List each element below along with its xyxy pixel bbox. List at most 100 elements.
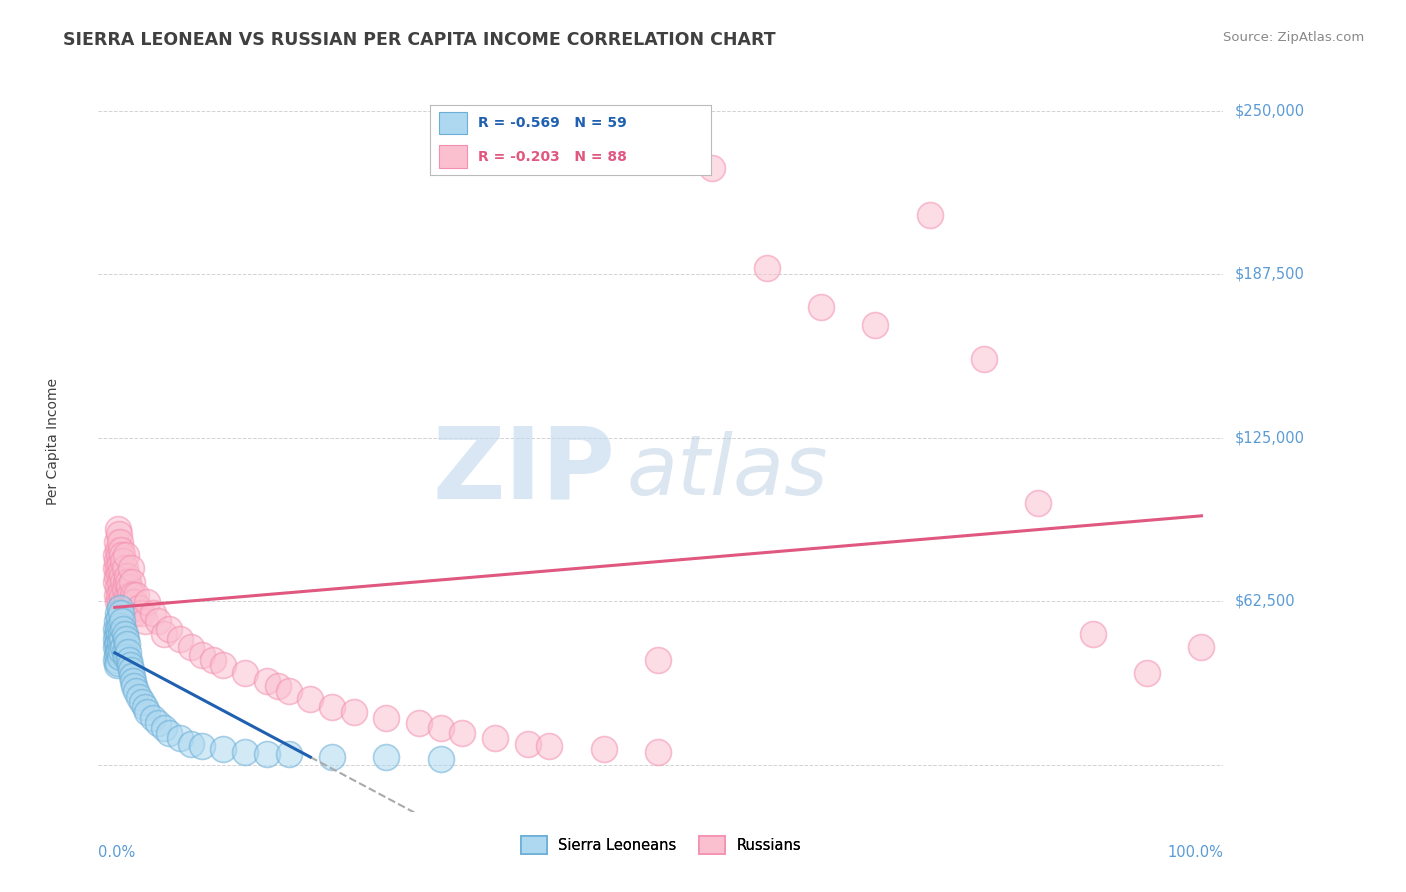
Point bbox=[375, 749, 398, 764]
Point bbox=[114, 582, 136, 597]
Text: $187,500: $187,500 bbox=[1234, 267, 1305, 282]
Point bbox=[114, 645, 136, 659]
Point bbox=[1028, 496, 1050, 510]
Point bbox=[1081, 627, 1104, 641]
Point bbox=[115, 637, 138, 651]
Text: $125,000: $125,000 bbox=[1234, 430, 1305, 445]
Point bbox=[118, 580, 141, 594]
Point bbox=[114, 561, 136, 575]
Point bbox=[105, 569, 128, 583]
Point bbox=[120, 595, 142, 609]
Point bbox=[321, 700, 343, 714]
Point bbox=[233, 666, 256, 681]
Point bbox=[152, 627, 174, 641]
Point bbox=[110, 627, 132, 641]
Point bbox=[105, 648, 128, 662]
Point bbox=[118, 658, 141, 673]
Point bbox=[124, 595, 146, 609]
Text: $250,000: $250,000 bbox=[1234, 103, 1305, 118]
Point bbox=[115, 569, 138, 583]
Point bbox=[142, 606, 165, 620]
Point bbox=[107, 522, 129, 536]
Point bbox=[114, 549, 136, 563]
Point bbox=[112, 640, 135, 654]
Point bbox=[277, 747, 299, 761]
Point bbox=[157, 726, 180, 740]
Point bbox=[451, 726, 474, 740]
Point bbox=[107, 606, 129, 620]
Point bbox=[111, 591, 134, 605]
Point bbox=[136, 706, 159, 720]
Point bbox=[110, 606, 132, 620]
Point bbox=[810, 300, 832, 314]
Point bbox=[110, 585, 132, 599]
Point bbox=[121, 574, 143, 589]
Point bbox=[647, 745, 669, 759]
Point bbox=[538, 739, 561, 754]
Point bbox=[134, 614, 156, 628]
Point bbox=[118, 588, 141, 602]
Point bbox=[277, 684, 299, 698]
Point bbox=[124, 679, 146, 693]
Point bbox=[105, 658, 128, 673]
Point bbox=[105, 614, 128, 628]
Point bbox=[1136, 666, 1159, 681]
Point bbox=[114, 627, 136, 641]
Point bbox=[112, 553, 135, 567]
Point bbox=[110, 564, 132, 578]
Point bbox=[321, 749, 343, 764]
Point bbox=[429, 721, 451, 735]
Point bbox=[114, 650, 136, 665]
Point bbox=[122, 673, 145, 688]
Point bbox=[201, 653, 224, 667]
Point bbox=[104, 653, 127, 667]
Point bbox=[112, 595, 135, 609]
Legend: Sierra Leoneans, Russians: Sierra Leoneans, Russians bbox=[515, 830, 807, 860]
Point bbox=[111, 614, 134, 628]
Point bbox=[1191, 640, 1213, 654]
Point bbox=[516, 737, 538, 751]
Point bbox=[107, 595, 129, 609]
Point bbox=[136, 595, 159, 609]
Text: $62,500: $62,500 bbox=[1234, 593, 1295, 608]
Point bbox=[148, 614, 170, 628]
Point bbox=[108, 549, 131, 563]
Point bbox=[148, 715, 170, 730]
Point bbox=[169, 731, 191, 746]
Point bbox=[124, 606, 146, 620]
Point bbox=[114, 574, 136, 589]
Point bbox=[212, 658, 235, 673]
Point bbox=[108, 595, 131, 609]
Point bbox=[104, 549, 127, 563]
Point bbox=[111, 569, 134, 583]
Point bbox=[865, 318, 887, 332]
Point bbox=[343, 706, 366, 720]
Point bbox=[104, 640, 127, 654]
Point bbox=[105, 535, 128, 549]
Point bbox=[125, 588, 148, 602]
Point bbox=[142, 710, 165, 724]
Point bbox=[128, 600, 150, 615]
Point bbox=[125, 684, 148, 698]
Point bbox=[104, 561, 127, 575]
Point bbox=[111, 632, 134, 646]
Point bbox=[110, 543, 132, 558]
Point bbox=[118, 600, 141, 615]
Text: 0.0%: 0.0% bbox=[98, 845, 135, 860]
Point bbox=[108, 627, 131, 641]
Point bbox=[118, 653, 141, 667]
Point bbox=[108, 634, 131, 648]
Point bbox=[256, 747, 278, 761]
Point bbox=[128, 690, 150, 704]
Point bbox=[117, 645, 139, 659]
Point bbox=[120, 664, 142, 678]
Text: atlas: atlas bbox=[627, 431, 828, 512]
Point bbox=[190, 739, 212, 754]
Point bbox=[107, 634, 129, 648]
Point bbox=[180, 737, 202, 751]
Point bbox=[180, 640, 202, 654]
Point bbox=[152, 721, 174, 735]
Point bbox=[114, 632, 136, 646]
Point bbox=[115, 591, 138, 605]
Point bbox=[108, 535, 131, 549]
